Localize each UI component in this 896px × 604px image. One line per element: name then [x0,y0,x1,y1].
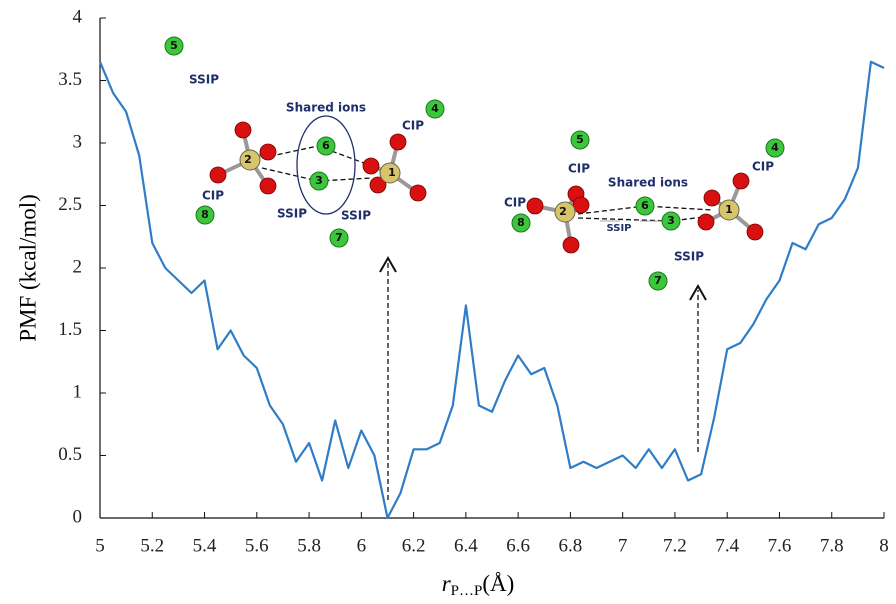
annotation: 4 [771,141,779,154]
x-tick-label: 7.6 [768,535,792,556]
annotation: 3 [667,214,675,227]
annotation: 6 [641,199,649,212]
x-tick-label: 6 [357,535,367,556]
x-tick-label: 8 [879,535,889,556]
annotation: 3 [315,174,323,187]
y-tick-label: 3 [73,131,83,152]
x-tick-label: 7.4 [715,535,739,556]
x-tick-label: 5.4 [193,535,217,556]
y-tick-label: 2.5 [58,194,82,215]
annotation: Shared ions [608,176,688,190]
y-tick-label: 4 [73,6,83,27]
annotation: 7 [654,274,662,287]
annotation: CIP [402,119,424,133]
annotation: SSIP [606,223,631,234]
annotation: 2 [244,153,252,166]
annotation: 6 [322,139,330,152]
annotation: 8 [517,216,525,229]
annotation: 5 [576,133,584,146]
annotation: CIP [752,160,774,174]
annotation: 4 [431,102,439,115]
y-axis-title: PMF (kcal/mol) [15,194,40,342]
annotation: 8 [201,208,209,221]
annotation: 2 [559,205,567,218]
x-axis-unit: (Å) [482,571,514,596]
x-tick-label: 6.8 [559,535,583,556]
annotation: 1 [388,166,396,179]
x-tick-label: 6.4 [454,535,478,556]
line-series [100,62,884,518]
annotation: SSIP [674,250,704,264]
annotation: SSIP [341,209,371,223]
x-tick-label: 5.2 [140,535,164,556]
annotation: Shared ions [286,101,366,115]
x-axis-title: rP…P(Å) [442,571,515,599]
annotation: SSIP [189,73,219,87]
y-tick-label: 2 [73,256,83,277]
x-axis-subscript: P…P [451,583,483,599]
annotation: 7 [335,231,343,244]
x-tick-label: 5.6 [245,535,269,556]
y-tick-label: 0 [73,506,83,527]
x-tick-label: 7.8 [820,535,844,556]
annotation: SSIP [277,207,307,221]
y-tick-label: 3.5 [58,69,82,90]
x-tick-label: 5.8 [297,535,321,556]
x-tick-label: 6.2 [402,535,426,556]
annotation: 5 [170,39,178,52]
y-tick-label: 1 [73,381,83,402]
annotation: 1 [725,203,733,216]
x-tick-label: 7.2 [663,535,687,556]
annotation: CIP [202,189,224,203]
y-tick-label: 0.5 [58,444,82,465]
x-tick-label: 7 [618,535,628,556]
annotation: CIP [568,162,590,176]
chart: 5 SSIP Shared ions 4 CIP 6 2 1 3 CIP 8 S… [0,0,896,604]
arrows [380,258,706,500]
annotation: CIP [504,196,526,210]
x-tick-label: 6.6 [506,535,530,556]
annotations: 5 SSIP Shared ions 4 CIP 6 2 1 3 CIP 8 S… [170,39,779,287]
y-tick-label: 1.5 [58,319,82,340]
x-tick-label: 5 [95,535,105,556]
